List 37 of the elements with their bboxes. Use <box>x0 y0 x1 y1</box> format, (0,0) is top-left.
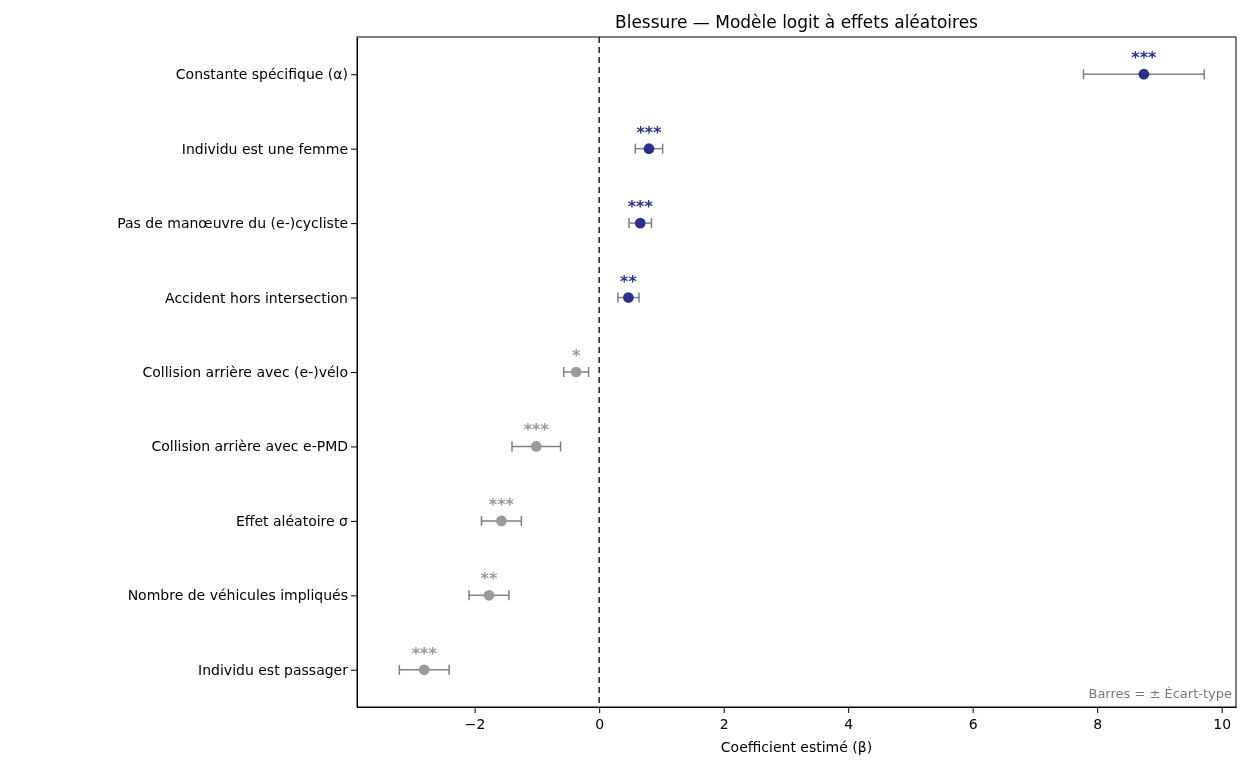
x-tick-label: 6 <box>968 715 978 732</box>
point <box>483 589 495 601</box>
point <box>623 292 634 303</box>
y-tick-label: Nombre de véhicules impliqués <box>127 587 348 604</box>
point <box>530 441 542 452</box>
y-tick-label: Constante spécifique (α) <box>175 66 348 83</box>
point <box>1138 68 1150 80</box>
annotation: ** <box>620 271 638 291</box>
point <box>418 664 430 676</box>
annotation: ** <box>480 569 498 589</box>
y-tick-label: Accident hors intersection <box>165 289 348 306</box>
annotation: *** <box>636 122 663 142</box>
annotation: Barres = ± Écart-type <box>1088 686 1232 701</box>
x-tick-label: 2 <box>719 715 729 732</box>
annotation: *** <box>523 420 550 440</box>
point <box>570 366 582 378</box>
x-tick-label: 10 <box>1213 715 1232 732</box>
annotation: * <box>571 346 581 365</box>
x-tick-label: −2 <box>464 715 486 732</box>
annotation: *** <box>627 197 654 217</box>
x-tick-label: 0 <box>595 715 605 732</box>
x-tick-label: 4 <box>844 715 854 732</box>
point <box>634 217 646 229</box>
annotation: *** <box>488 494 515 514</box>
y-tick-label: Individu est passager <box>198 661 349 678</box>
point <box>496 515 507 527</box>
y-tick-label: Collision arrière avec e-PMD <box>151 438 348 455</box>
x-tick-label: 8 <box>1093 715 1103 732</box>
chart-title: Blessure — Modèle logit à effets aléatoires <box>615 12 979 32</box>
x-axis-title: Coefficient estimé (β) <box>720 739 873 755</box>
annotation: *** <box>411 643 438 663</box>
y-tick-label: Pas de manœuvre du (e-)cycliste <box>117 215 348 232</box>
y-tick-label: Individu est une femme <box>181 140 348 157</box>
y-tick-label: Collision arrière avec (e-)vélo <box>142 363 348 380</box>
annotation: *** <box>1131 48 1158 68</box>
y-tick-label: Effet aléatoire σ <box>235 512 349 529</box>
point <box>643 143 655 155</box>
